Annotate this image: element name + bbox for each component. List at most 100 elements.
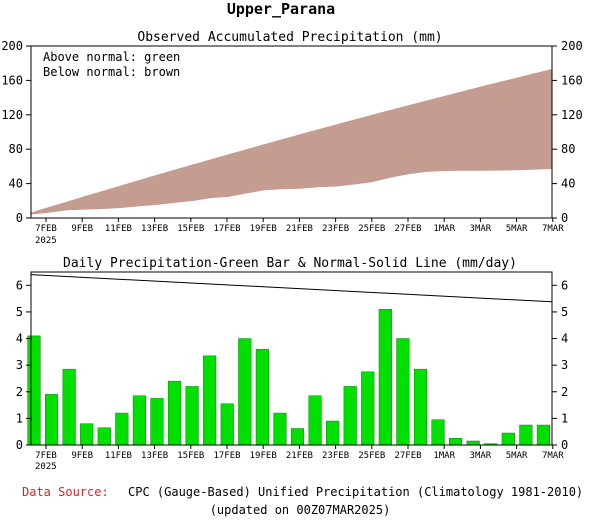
daily-precip-bar: [326, 420, 340, 446]
daily-precip-bar: [97, 427, 111, 446]
accum-y-tick-label-left: 120: [1, 108, 23, 122]
accum-plot-frame: [30, 45, 553, 219]
daily-precip-bar: [308, 395, 322, 446]
daily-y-tick-label-left: 4: [16, 332, 23, 346]
daily-normal-line: [30, 274, 553, 303]
daily-precip-bar: [238, 338, 252, 446]
daily-precip-bar: [185, 386, 199, 446]
accum-x-tick-label: 27FEB: [394, 224, 421, 234]
updated-note: (updated on 00Z07MAR2025): [210, 503, 391, 517]
daily-precip-bar: [273, 412, 287, 446]
daily-x-tick-label: 15FEB: [177, 451, 204, 461]
daily-precip-bar: [132, 395, 146, 446]
daily-precip-bar: [150, 398, 164, 446]
daily-y-tick-label-left: 3: [16, 358, 23, 372]
daily-precip-bar: [396, 338, 410, 446]
accum-x-tick-label: 3MAR: [470, 224, 492, 234]
accum-y-tick-label-right: 40: [561, 177, 575, 191]
daily-y-tick-label-left: 2: [16, 385, 23, 399]
accum-annotation-below: Below normal: brown: [43, 65, 180, 79]
daily-chart-title: Daily Precipitation-Green Bar & Normal-S…: [63, 256, 517, 271]
daily-precip-bar: [255, 348, 269, 446]
daily-x-tick-label: 5MAR: [506, 451, 528, 461]
accum-x-tick-label: 7MAR: [542, 224, 564, 234]
daily-precip-bar: [413, 368, 428, 446]
daily-precip-bar: [361, 371, 375, 446]
accum-x-tick-label: 15FEB: [177, 224, 204, 234]
accum-y-tick-label-right: 200: [561, 39, 583, 53]
accum-x-tick-label: 25FEB: [358, 224, 385, 234]
daily-precip-bar: [466, 440, 480, 446]
daily-x-tick-label: 1MAR: [433, 451, 455, 461]
daily-x-tick-label: 7MAR: [542, 451, 564, 461]
daily-x-tick-label: 19FEB: [250, 451, 277, 461]
accum-x-tick-label: 23FEB: [322, 224, 349, 234]
accum-x-tick-label: 13FEB: [141, 224, 168, 234]
accum-x-tick-label: 11FEB: [105, 224, 132, 234]
accum-y-tick-label-left: 40: [9, 177, 23, 191]
daily-precip-bar: [343, 386, 357, 446]
daily-x-tick-label: 17FEB: [213, 451, 240, 461]
observed-accum-area: [31, 168, 552, 218]
daily-x-tick-label: 13FEB: [141, 451, 168, 461]
accum-x-tick-label: 1MAR: [433, 224, 455, 234]
daily-precip-bar: [536, 424, 551, 446]
daily-x-tick-label: 3MAR: [470, 451, 492, 461]
accum-x-year-label: 2025: [35, 236, 57, 246]
daily-x-tick-label: 9FEB: [71, 451, 93, 461]
daily-x-tick-label: 11FEB: [105, 451, 132, 461]
daily-precip-bar: [290, 428, 305, 446]
daily-precip-bar: [203, 355, 217, 446]
daily-y-tick-label-right: 3: [561, 358, 568, 372]
data-source-label: Data Source:: [22, 485, 109, 499]
daily-x-tick-label: 7FEB: [35, 451, 57, 461]
daily-precip-bar: [44, 394, 59, 446]
daily-precip-bar: [167, 380, 182, 446]
daily-precip-bar: [431, 419, 445, 446]
accum-x-tick-label: 17FEB: [213, 224, 240, 234]
daily-precip-bar: [80, 423, 94, 446]
accum-x-tick-label: 9FEB: [71, 224, 93, 234]
daily-plot-frame: [30, 271, 553, 446]
daily-precip-bar: [378, 309, 392, 446]
daily-y-tick-label-right: 2: [561, 385, 568, 399]
accum-y-tick-label-right: 0: [561, 211, 568, 225]
accum-y-tick-label-left: 0: [16, 211, 23, 225]
daily-x-year-label: 2025: [35, 462, 57, 472]
data-source-text: CPC (Gauge-Based) Unified Precipitation …: [128, 485, 583, 499]
accum-x-tick-label: 5MAR: [506, 224, 528, 234]
daily-y-tick-label-left: 5: [16, 305, 23, 319]
daily-precip-bar: [449, 438, 463, 446]
accum-y-tick-label-right: 120: [561, 108, 583, 122]
daily-x-tick-label: 21FEB: [286, 451, 313, 461]
accum-y-tick-label-right: 160: [561, 73, 583, 87]
region-title: Upper_Parana: [227, 0, 335, 18]
daily-precip-bar: [501, 432, 515, 446]
accum-x-tick-label: 19FEB: [250, 224, 277, 234]
accum-chart-title: Observed Accumulated Precipitation (mm): [137, 30, 442, 45]
daily-precip-bar: [519, 424, 533, 446]
daily-x-tick-label: 25FEB: [358, 451, 385, 461]
daily-precip-bar: [27, 335, 41, 446]
daily-y-tick-label-right: 0: [561, 438, 568, 452]
daily-y-tick-label-left: 6: [16, 278, 23, 292]
daily-y-tick-label-right: 5: [561, 305, 568, 319]
accum-y-tick-label-left: 80: [9, 142, 23, 156]
daily-y-tick-label-right: 6: [561, 278, 568, 292]
accum-y-tick-label-right: 80: [561, 142, 575, 156]
daily-precip-bar: [62, 368, 76, 446]
daily-y-tick-label-right: 1: [561, 411, 568, 425]
daily-y-tick-label-right: 4: [561, 332, 568, 346]
daily-precip-bar: [115, 412, 129, 446]
accum-y-tick-label-left: 160: [1, 73, 23, 87]
daily-x-tick-label: 23FEB: [322, 451, 349, 461]
daily-y-tick-label-left: 0: [16, 438, 23, 452]
accum-x-tick-label: 7FEB: [35, 224, 57, 234]
accum-x-tick-label: 21FEB: [286, 224, 313, 234]
daily-y-tick-label-left: 1: [16, 411, 23, 425]
daily-precip-bar: [220, 403, 234, 446]
daily-x-tick-label: 27FEB: [394, 451, 421, 461]
accum-annotation-above: Above normal: green: [43, 50, 180, 64]
